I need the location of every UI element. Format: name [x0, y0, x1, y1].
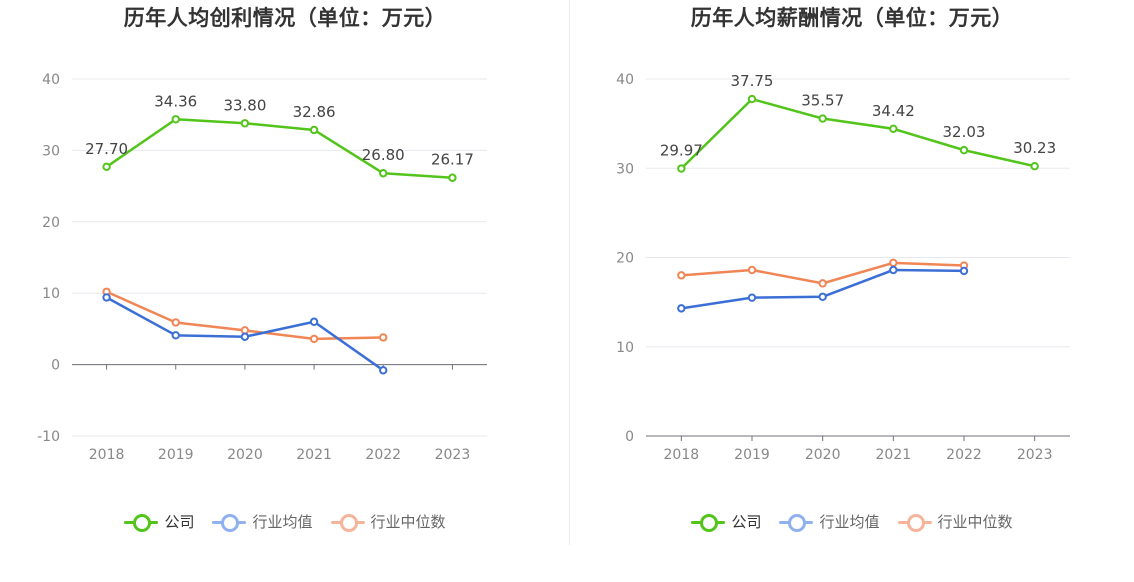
legend-item-industry-avg[interactable]: 行业均值 — [779, 511, 880, 532]
data-label: 29.97 — [660, 142, 703, 160]
y-tick-label: 20 — [42, 215, 60, 231]
legend-label-industry-avg: 行业均值 — [819, 513, 880, 531]
data-label: 33.80 — [223, 96, 266, 114]
data-point — [818, 114, 827, 123]
data-label: 37.75 — [731, 72, 774, 90]
data-point — [1030, 161, 1039, 171]
legend-label-industry-avg: 行业均值 — [252, 513, 313, 531]
data-label: 30.23 — [1013, 139, 1056, 157]
x-tick-label: 2020 — [805, 447, 841, 463]
data-point — [677, 164, 686, 173]
data-point — [171, 331, 180, 340]
y-tick-label: 30 — [42, 143, 60, 159]
data-point — [240, 332, 250, 341]
x-tick-label: 2021 — [296, 447, 332, 463]
data-point — [747, 94, 757, 104]
legend-marker-company-icon — [124, 513, 159, 532]
profit-chart-svg: -10 0 10 20 30 40 2018 2019 2020 2021 2022 2023 27.7… — [37, 72, 487, 463]
legend-marker-industry-avg-icon — [779, 513, 814, 532]
panel-divider — [569, 0, 570, 545]
salary-chart-title: 历年人均薪酬情况（单位：万元） — [690, 6, 1014, 30]
data-point — [889, 265, 898, 275]
legend-label-industry-median: 行业中位数 — [370, 513, 446, 531]
data-point — [448, 173, 457, 182]
profit-chart-panel: 历年人均创利情况（单位：万元） -10 0 10 20 30 40 2018 2019 2020… — [0, 6, 570, 532]
salary-chart-svg: 0 10 20 30 40 2018 2019 2020 2021 2022 2023 29.97 37… — [616, 72, 1070, 463]
data-label: 27.70 — [85, 140, 128, 158]
data-label: 32.03 — [943, 123, 986, 141]
x-tick-label: 2018 — [664, 447, 700, 463]
data-point — [677, 304, 686, 313]
x-tick-label: 2022 — [946, 447, 982, 463]
data-point — [889, 124, 898, 134]
x-tick-label: 2023 — [435, 447, 471, 463]
y-tick-label: 30 — [616, 161, 634, 177]
data-label: 35.57 — [801, 92, 844, 110]
legend-marker-industry-median-icon — [897, 513, 932, 532]
legend-item-industry-median[interactable]: 行业中位数 — [330, 511, 446, 532]
legend-item-company[interactable]: 公司 — [124, 511, 194, 532]
legend-label-industry-median: 行业中位数 — [937, 513, 1013, 531]
x-tick-label: 2018 — [89, 447, 125, 463]
data-label: 26.17 — [431, 151, 474, 169]
data-point — [171, 318, 180, 327]
legend-marker-company-icon — [691, 513, 726, 532]
data-point — [171, 115, 180, 124]
data-point — [309, 317, 319, 326]
x-tick-label: 2022 — [365, 447, 401, 463]
data-label: 34.42 — [872, 102, 915, 120]
data-point — [379, 366, 388, 375]
data-point — [818, 279, 827, 288]
data-label: 34.36 — [154, 92, 197, 110]
legend-item-industry-median[interactable]: 行业中位数 — [897, 511, 1013, 532]
data-point — [309, 125, 319, 135]
data-point — [747, 293, 757, 302]
y-tick-label: -10 — [37, 429, 60, 445]
y-tick-label: 10 — [616, 340, 634, 356]
data-label: 32.86 — [293, 103, 336, 121]
data-point — [379, 169, 388, 178]
salary-chart-panel: 历年人均薪酬情况（单位：万元） 0 10 20 30 40 2018 2019 2020 202… — [570, 0, 1134, 582]
legend-item-industry-avg[interactable]: 行业均值 — [212, 511, 313, 532]
series-line-1 — [681, 268, 965, 310]
series-line-0 — [105, 118, 453, 179]
profit-chart-legend: 公司 行业均值 行业中位数 — [0, 511, 570, 532]
legend-label-company: 公司 — [164, 513, 195, 531]
salary-chart-legend: 公司 行业均值 行业中位数 — [570, 511, 1134, 532]
y-tick-label: 10 — [42, 286, 60, 302]
legend-marker-industry-avg-icon — [212, 513, 247, 532]
y-tick-label: 0 — [625, 429, 634, 445]
data-point — [309, 334, 319, 344]
x-tick-label: 2021 — [876, 447, 912, 463]
series-line-0 — [680, 97, 1035, 170]
y-tick-label: 20 — [616, 251, 634, 267]
y-tick-label: 40 — [42, 72, 60, 88]
data-point — [959, 266, 969, 276]
x-tick-label: 2019 — [158, 447, 194, 463]
y-tick-label: 40 — [616, 72, 634, 88]
data-label: 26.80 — [362, 146, 405, 164]
x-tick-label: 2019 — [734, 447, 770, 463]
data-point — [818, 292, 827, 301]
y-tick-label: 0 — [51, 358, 60, 374]
x-tick-label: 2023 — [1017, 447, 1053, 463]
data-point — [747, 265, 757, 275]
data-point — [677, 271, 686, 280]
legend-marker-industry-median-icon — [330, 513, 365, 532]
data-point — [379, 333, 388, 342]
x-tick-label: 2020 — [227, 447, 263, 463]
data-point — [102, 293, 111, 302]
legend-item-company[interactable]: 公司 — [691, 511, 761, 532]
data-point — [889, 258, 898, 268]
data-point — [240, 119, 250, 128]
profit-chart-title: 历年人均创利情况（单位：万元） — [123, 6, 447, 30]
data-point — [959, 145, 969, 155]
data-point — [102, 162, 111, 172]
legend-label-company: 公司 — [731, 513, 762, 531]
